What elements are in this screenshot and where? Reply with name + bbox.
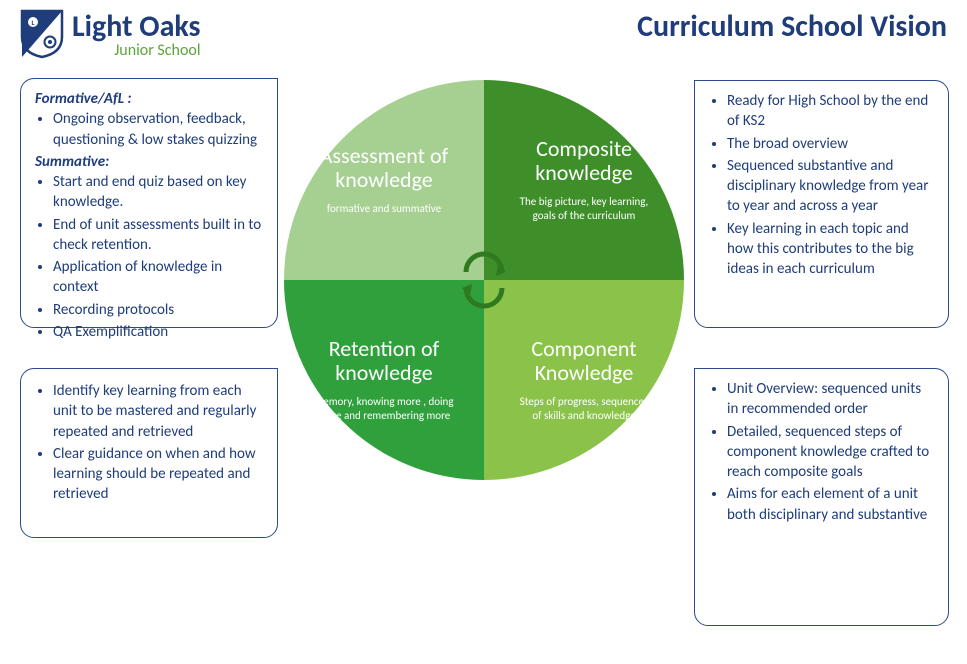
list-item: Identify key learning from each unit to … bbox=[53, 381, 263, 442]
box-component: Unit Overview: sequenced units in recomm… bbox=[694, 368, 949, 626]
list: Ready for High School by the end of KS2T… bbox=[709, 91, 934, 279]
box-heading: Summative: bbox=[35, 152, 263, 172]
list-item: Detailed, sequenced steps of component k… bbox=[727, 422, 934, 483]
box-assessment: Formative/AfL : Ongoing observation, fee… bbox=[20, 78, 278, 328]
circle-diagram: Assessment of knowledge formative and su… bbox=[284, 80, 684, 480]
list-item: Sequenced substantive and disciplinary k… bbox=[727, 156, 934, 217]
svg-text:L: L bbox=[32, 18, 35, 27]
quad-title: Composite knowledge bbox=[504, 137, 664, 185]
list-item: Start and end quiz based on key knowledg… bbox=[53, 172, 263, 213]
quad-sub: The big picture, key learning, goals of … bbox=[514, 195, 654, 224]
box-heading: Formative/AfL : bbox=[35, 89, 263, 109]
list-item: End of unit assessments built in to chec… bbox=[53, 215, 263, 256]
list-item: Aims for each element of a unit both dis… bbox=[727, 484, 934, 525]
list-item: Recording protocols bbox=[53, 300, 263, 320]
list-item: Ready for High School by the end of KS2 bbox=[727, 91, 934, 132]
quadrant-composite: Composite knowledge The big picture, key… bbox=[484, 80, 684, 280]
cycle-arrows-icon bbox=[454, 250, 514, 310]
list: Identify key learning from each unit to … bbox=[35, 381, 263, 505]
shield-icon: L bbox=[20, 9, 64, 59]
list-item: Unit Overview: sequenced units in recomm… bbox=[727, 379, 934, 420]
page-title: Curriculum School Vision bbox=[637, 8, 947, 45]
logo: L Light Oaks Junior School bbox=[20, 8, 201, 60]
quadrant-component: Component Knowledge Steps of progress, s… bbox=[484, 280, 684, 480]
list-item: The broad overview bbox=[727, 134, 934, 154]
header: L Light Oaks Junior School Curriculum Sc… bbox=[0, 8, 967, 60]
quad-sub: formative and summative bbox=[327, 202, 441, 216]
list-item: Application of knowledge in context bbox=[53, 257, 263, 298]
list: Start and end quiz based on key knowledg… bbox=[35, 172, 263, 342]
quad-title: Assessment of knowledge bbox=[304, 144, 464, 192]
list-item: Clear guidance on when and how learning … bbox=[53, 444, 263, 505]
list-item: QA Exemplification bbox=[53, 322, 263, 342]
quadrant-retention: Retention of knowledge memory, knowing m… bbox=[284, 280, 484, 480]
quad-title: Retention of knowledge bbox=[304, 337, 464, 385]
logo-sub: Junior School bbox=[72, 41, 201, 60]
list-item: Key learning in each topic and how this … bbox=[727, 219, 934, 280]
quad-title: Component Knowledge bbox=[504, 337, 664, 385]
logo-name: Light Oaks bbox=[72, 8, 201, 45]
quad-sub: memory, knowing more , doing more and re… bbox=[314, 395, 454, 424]
box-composite: Ready for High School by the end of KS2T… bbox=[694, 80, 949, 328]
list-item: Ongoing observation, feedback, questioni… bbox=[53, 109, 263, 150]
box-retention: Identify key learning from each unit to … bbox=[20, 368, 278, 538]
list: Unit Overview: sequenced units in recomm… bbox=[709, 379, 934, 525]
list: Ongoing observation, feedback, questioni… bbox=[35, 109, 263, 150]
quad-sub: Steps of progress, sequences of skills a… bbox=[514, 395, 654, 424]
